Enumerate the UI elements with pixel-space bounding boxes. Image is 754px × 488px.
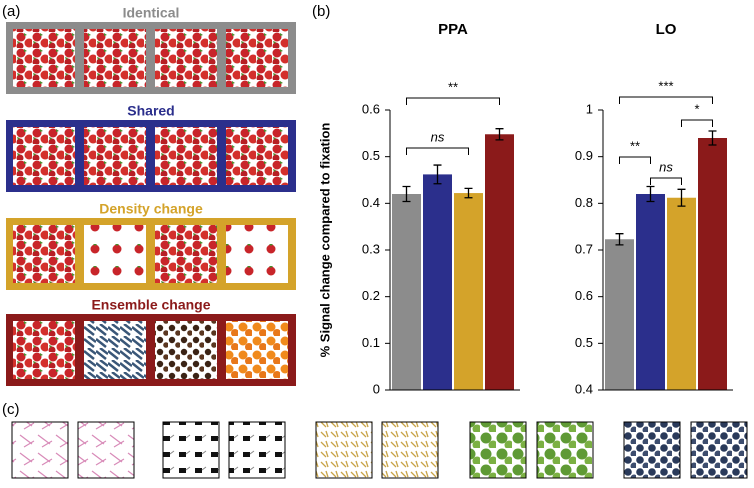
significance-bracket <box>681 119 713 127</box>
y-tick-label: 0.8 <box>575 195 593 210</box>
y-tick-label: 0.4 <box>362 195 380 210</box>
bar <box>485 134 514 390</box>
stimulus-image <box>13 321 75 379</box>
y-tick-label: 0.4 <box>575 381 593 396</box>
stimulus-image <box>155 321 217 379</box>
y-tick-label: 0.9 <box>575 148 593 163</box>
panel-label: (a) <box>2 3 20 20</box>
y-tick-label: 0.7 <box>575 241 593 256</box>
bar <box>698 138 727 390</box>
significance-label: * <box>694 101 699 116</box>
stimulus-image <box>84 29 146 87</box>
stimulus-image <box>13 127 75 185</box>
y-tick-label: 0.6 <box>362 101 380 116</box>
stimulus-image <box>155 225 217 283</box>
stimulus-image <box>84 127 146 185</box>
error-bar <box>464 187 473 199</box>
condition-label: Shared <box>127 103 174 119</box>
significance-label: *** <box>658 78 673 93</box>
error-bar <box>433 164 442 185</box>
panel-label: (c) <box>2 401 20 418</box>
stimulus-image <box>226 127 288 185</box>
bar <box>636 194 665 390</box>
stimulus-image <box>13 225 75 283</box>
significance-bracket <box>619 96 713 104</box>
significance-bracket <box>406 147 469 155</box>
bar <box>392 194 421 390</box>
bar <box>454 193 483 390</box>
error-bar <box>646 185 655 203</box>
significance-label: ** <box>630 138 640 153</box>
condition-label: Identical <box>123 5 180 21</box>
y-tick-label: 0 <box>373 381 380 396</box>
significance-label: ns <box>431 129 445 144</box>
significance-label: ** <box>448 79 458 94</box>
panel-label: (b) <box>312 3 330 20</box>
stimulus-image <box>84 321 146 379</box>
error-bar <box>402 185 411 203</box>
error-bar <box>615 233 624 246</box>
y-axis-label: % Signal change compared to fixation <box>317 123 332 358</box>
y-tick-label: 0.6 <box>575 288 593 303</box>
condition-label: Density change <box>99 201 203 217</box>
significance-bracket <box>650 177 682 185</box>
stimulus-image <box>155 29 217 87</box>
y-tick-label: 0.5 <box>362 148 380 163</box>
stimulus-image <box>155 127 217 185</box>
y-tick-label: 0.3 <box>362 241 380 256</box>
condition-label: Ensemble change <box>91 297 210 313</box>
y-tick-label: 1 <box>586 101 593 116</box>
significance-bracket <box>619 156 651 164</box>
stimulus-image <box>226 225 288 283</box>
y-tick-label: 0.5 <box>575 335 593 350</box>
bar <box>667 197 696 390</box>
significance-bracket <box>406 97 500 105</box>
stimulus-image <box>226 29 288 87</box>
error-bar <box>495 128 504 141</box>
error-bar <box>708 130 717 146</box>
panel-c-images <box>11 421 748 479</box>
stimulus-image <box>84 225 146 283</box>
y-tick-label: 0.2 <box>362 288 380 303</box>
error-bar <box>677 188 686 207</box>
chart-title: LO <box>656 21 677 38</box>
stimulus-image <box>226 321 288 379</box>
significance-label: ns <box>659 159 673 174</box>
bar <box>423 174 452 390</box>
stimulus-image <box>13 29 75 87</box>
bar <box>605 239 634 390</box>
y-tick-label: 0.1 <box>362 335 380 350</box>
chart-title: PPA <box>438 21 468 38</box>
